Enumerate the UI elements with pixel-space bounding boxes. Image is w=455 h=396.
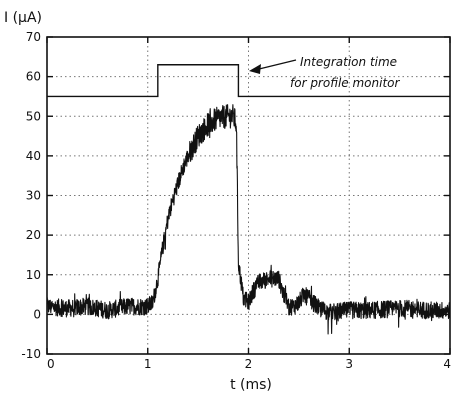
x-tick-label: 4 [443, 357, 451, 371]
y-axis-title: I (μA) [4, 10, 42, 26]
beam-current-trace [46, 104, 451, 335]
y-tick-label: 10 [26, 268, 41, 282]
x-tick-label: 0 [47, 357, 55, 371]
x-tick-label: 1 [144, 357, 152, 371]
y-tick-label: 40 [26, 149, 41, 163]
y-tick-label: 0 [33, 307, 41, 321]
y-tick-label: -10 [21, 347, 41, 361]
x-tick-label: 2 [245, 357, 253, 371]
annotation-line-2: for profile monitor [290, 76, 401, 90]
chart-ticks [46, 36, 451, 355]
y-tick-label: 20 [26, 228, 41, 242]
x-axis-title: t (ms) [230, 377, 272, 393]
chart-tick-labels: -10 0 10 20 30 40 50 60 70 0 1 2 3 4 [21, 30, 451, 371]
y-tick-label: 30 [26, 189, 41, 203]
annotation-arrow-line [254, 59, 297, 71]
y-tick-label: 50 [26, 109, 41, 123]
chart-traces [46, 64, 451, 335]
integration-window-trace [47, 64, 450, 98]
annotation-integration-time: Integration time for profile monitor [249, 55, 401, 90]
x-tick-label: 3 [345, 357, 353, 371]
annotation-line-1: Integration time [300, 55, 397, 69]
chart-grid [47, 37, 450, 354]
y-tick-label: 60 [26, 70, 41, 84]
y-tick-label: 70 [26, 30, 41, 44]
annotation-arrow-head [249, 64, 261, 74]
